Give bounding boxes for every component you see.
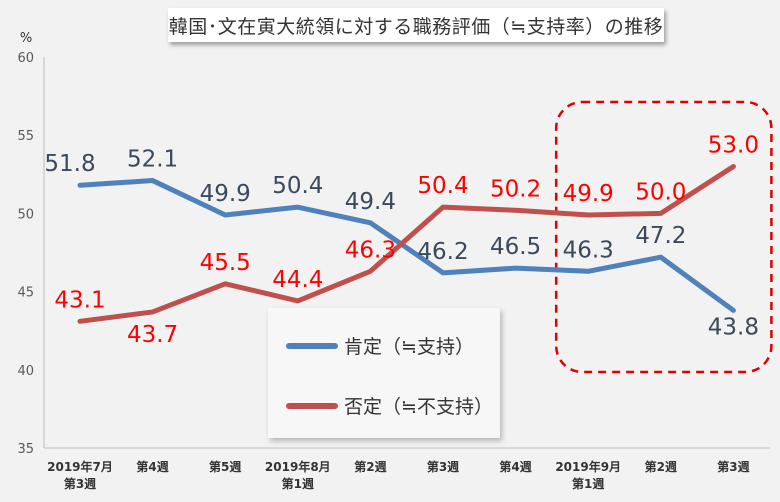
legend-swatch-positive xyxy=(286,342,338,349)
data-label-negative: 50.0 xyxy=(635,179,686,205)
y-tick-label: 55 xyxy=(17,129,34,144)
data-label-positive: 46.2 xyxy=(417,239,468,265)
data-label-negative: 50.4 xyxy=(417,173,468,199)
x-tick-label: 2019年8月 xyxy=(265,459,331,474)
legend-label-negative: 否定（≒不支持） xyxy=(344,396,493,418)
x-tick-label: 第3週 xyxy=(717,459,749,474)
data-label-negative: 45.5 xyxy=(200,250,251,276)
y-tick-label: 45 xyxy=(17,286,34,301)
y-tick-label: 35 xyxy=(17,442,34,457)
x-tick-label: 2019年9月 xyxy=(555,459,621,474)
x-tick-label: 第1週 xyxy=(282,476,314,491)
y-tick-label: 50 xyxy=(17,207,34,222)
data-label-positive: 51.8 xyxy=(44,151,95,177)
chart-title: 韓国･文在寅大統領に対する職務評価（≒支持率）の推移 xyxy=(168,8,664,42)
y-axis-unit: % xyxy=(20,31,32,46)
data-label-positive: 49.9 xyxy=(200,181,251,207)
x-tick-label: 第3週 xyxy=(64,476,96,491)
data-label-positive: 46.3 xyxy=(563,237,614,263)
legend-label-positive: 肯定（≒支持） xyxy=(344,336,474,358)
x-tick-label: 第2週 xyxy=(645,459,677,474)
legend-item-negative: 否定（≒不支持） xyxy=(286,392,493,419)
data-label-positive: 49.4 xyxy=(345,189,396,215)
series-line-negative xyxy=(77,163,736,324)
data-label-positive: 50.4 xyxy=(272,173,323,199)
x-tick-label: 第4週 xyxy=(136,459,168,474)
data-label-negative: 50.2 xyxy=(490,176,541,202)
legend: 肯定（≒支持） 否定（≒不支持） xyxy=(268,308,500,438)
x-tick-label: 第4週 xyxy=(499,459,531,474)
data-label-negative: 49.9 xyxy=(563,181,614,207)
legend-swatch-negative xyxy=(286,402,338,409)
x-tick-label: 第5週 xyxy=(209,459,241,474)
data-label-negative: 46.3 xyxy=(345,237,396,263)
series-line-positive xyxy=(77,178,736,313)
x-tick-label: 第2週 xyxy=(354,459,386,474)
x-tick-label: 2019年7月 xyxy=(47,459,113,474)
data-label-positive: 52.1 xyxy=(127,147,178,173)
legend-item-positive: 肯定（≒支持） xyxy=(286,332,474,359)
x-tick-label: 第1週 xyxy=(572,476,604,491)
data-label-negative: 43.7 xyxy=(127,322,178,348)
y-tick-label: 60 xyxy=(17,51,34,66)
data-label-positive: 43.8 xyxy=(708,314,759,340)
data-label-negative: 53.0 xyxy=(708,132,759,158)
data-label-negative: 44.4 xyxy=(272,267,323,293)
data-label-positive: 47.2 xyxy=(635,223,686,249)
data-label-positive: 46.5 xyxy=(490,234,541,260)
data-label-negative: 43.1 xyxy=(54,287,105,313)
y-tick-label: 40 xyxy=(17,364,34,379)
x-tick-label: 第3週 xyxy=(427,459,459,474)
highlight-region xyxy=(554,100,773,374)
